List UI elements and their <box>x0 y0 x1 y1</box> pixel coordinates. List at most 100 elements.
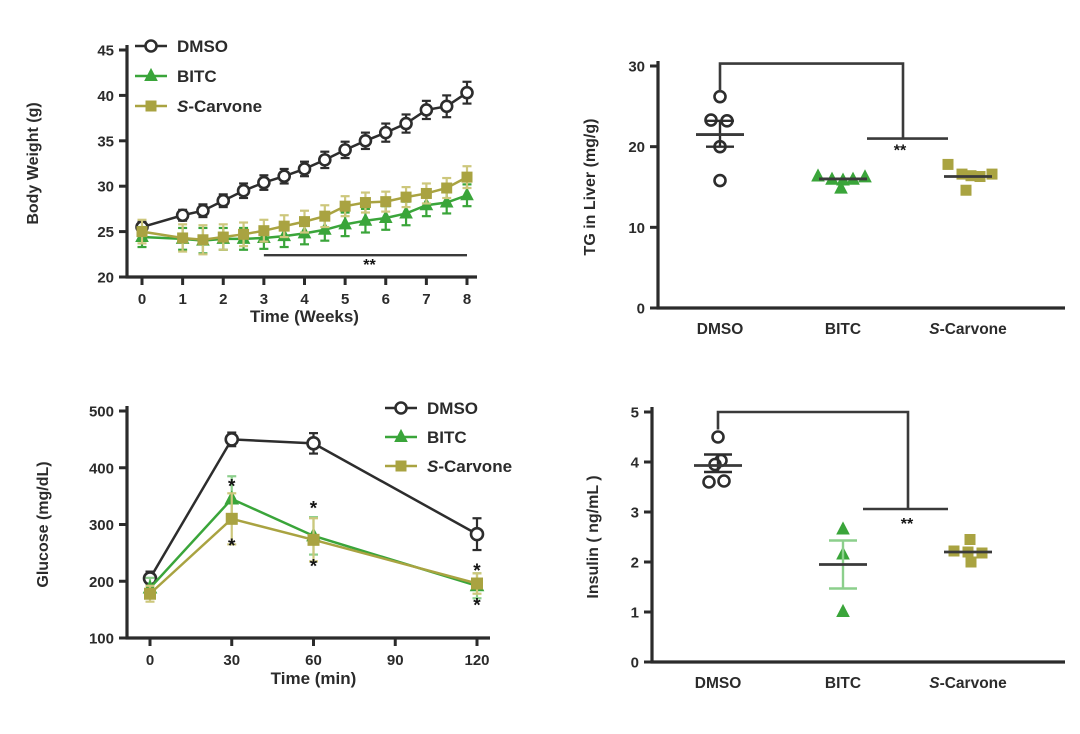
y-tick-label: 45 <box>97 43 114 60</box>
series-s-carvone <box>144 492 483 603</box>
y-tick-label: 3 <box>631 505 639 522</box>
data-point <box>986 168 998 180</box>
legend-label: DMSO <box>177 37 228 56</box>
y-tick-label: 0 <box>631 655 639 672</box>
marker-triangle <box>460 187 474 201</box>
category-label: DMSO <box>695 675 742 692</box>
y-tick-label: 100 <box>89 631 114 648</box>
legend-marker <box>395 460 407 472</box>
legend-marker <box>394 428 408 442</box>
marker-triangle <box>317 221 332 235</box>
data-point <box>713 173 727 188</box>
marker-square <box>299 216 310 228</box>
y-tick-label: 2 <box>631 555 639 572</box>
x-axis-title: Time (Weeks) <box>250 307 359 326</box>
legend-label: S-Carvone <box>427 457 512 476</box>
marker-triangle <box>338 216 352 230</box>
marker-square <box>400 191 412 203</box>
marker-triangle <box>399 205 413 219</box>
data-point <box>711 430 725 444</box>
x-tick-label: 6 <box>382 291 390 308</box>
significance-bracket <box>716 410 910 509</box>
y-tick-label: 5 <box>631 405 639 422</box>
x-tick-label: 120 <box>464 652 489 669</box>
x-tick-label: 90 <box>387 652 404 669</box>
significance-asterisk: * <box>228 476 236 497</box>
marker-square <box>258 225 270 237</box>
significance-label: ** <box>363 257 376 274</box>
legend-label: BITC <box>427 428 467 447</box>
marker-square <box>307 533 320 546</box>
y-axis-title: Insulin ( ng/mL ) <box>585 475 602 598</box>
y-tick-label: 30 <box>628 59 645 76</box>
insulin-chart: 0 1 2 3 4 5 Insulin ( ng/mL ) DMSO BITC S-Carvone… <box>585 405 1065 692</box>
y-tick-label: 200 <box>89 574 114 591</box>
x-tick-label: 1 <box>178 291 186 308</box>
marker-square <box>420 187 432 199</box>
marker-square <box>136 226 148 238</box>
series-s-carvone <box>136 165 473 256</box>
y-tick-label: 40 <box>97 88 114 105</box>
significance-asterisk: * <box>310 556 318 577</box>
significance-bracket <box>718 62 905 139</box>
marker-triangle <box>439 194 454 208</box>
tg-liver-chart: 0 10 20 30 TG in Liver (mg/g) DMSO BITC S-Carvo… <box>582 59 1065 338</box>
marker-circle-open <box>469 526 485 542</box>
y-axis-title: TG in Liver (mg/g) <box>582 119 599 256</box>
series-line <box>141 176 468 242</box>
significance-asterisk: * <box>310 499 318 520</box>
y-tick-label: 500 <box>89 404 114 421</box>
data-point <box>836 521 850 535</box>
x-tick-label: 3 <box>260 291 268 308</box>
marker-circle-open <box>175 208 190 223</box>
marker-circle-open <box>236 183 251 198</box>
marker-square <box>441 182 453 194</box>
marker-circle-open <box>257 175 271 190</box>
legend: DMSO BITC S-Carvone <box>385 399 512 476</box>
y-axis-title: Body Weight (g) <box>25 102 42 224</box>
y-tick-label: 4 <box>631 455 640 472</box>
x-tick-label: 7 <box>422 291 430 308</box>
significance-label: ** <box>901 516 914 533</box>
marker-circle-open <box>338 143 352 157</box>
x-tick-label: 0 <box>146 652 154 669</box>
data-point <box>960 184 972 196</box>
x-tick-label: 5 <box>341 291 349 308</box>
y-tick-label: 20 <box>628 139 645 156</box>
data-point <box>702 475 716 489</box>
marker-circle-open <box>318 153 332 167</box>
marker-circle-open <box>224 432 240 447</box>
x-axis-title: Time (min) <box>271 669 357 688</box>
group-dmso <box>694 430 742 489</box>
marker-circle-open <box>439 99 454 114</box>
series-line <box>141 91 468 229</box>
marker-circle-open <box>378 125 393 140</box>
x-tick-label: 0 <box>138 291 146 308</box>
marker-circle-open <box>196 203 210 218</box>
y-tick-label: 25 <box>97 224 114 241</box>
legend-item: BITC <box>135 67 217 86</box>
marker-triangle <box>378 209 393 223</box>
x-tick-label: 2 <box>219 291 227 308</box>
data-point <box>836 603 850 617</box>
data-point <box>965 556 977 568</box>
y-tick-label: 35 <box>97 133 114 150</box>
panel-glucose: 100 200 300 400 500 Glucose (mg/dL) 0 30 60 90 120… <box>0 367 540 734</box>
y-tick-label: 1 <box>631 605 639 622</box>
y-tick-label: 30 <box>97 179 114 196</box>
series-dmso <box>135 80 474 234</box>
x-tick-label: 4 <box>300 291 309 308</box>
group-s-carvone <box>942 158 998 196</box>
category-label: DMSO <box>697 321 744 338</box>
marker-square <box>461 171 473 183</box>
y-tick-label: 300 <box>89 517 114 534</box>
x-tick-label: 30 <box>223 652 240 669</box>
marker-circle-open <box>419 103 434 117</box>
marker-square <box>177 232 189 244</box>
y-tick-label: 10 <box>628 220 645 237</box>
legend-item: DMSO <box>135 37 228 56</box>
legend-marker <box>394 401 408 415</box>
legend-marker <box>144 67 158 81</box>
marker-square <box>144 587 156 600</box>
